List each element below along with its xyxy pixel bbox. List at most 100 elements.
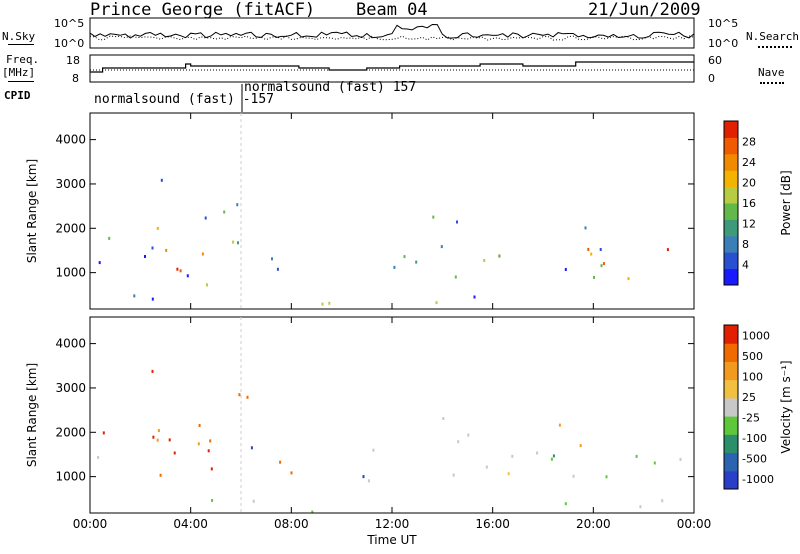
heatmap-cell bbox=[152, 435, 155, 439]
colorbar-swatch bbox=[724, 252, 738, 270]
colorbar-tick-label: -25 bbox=[742, 411, 760, 424]
axes-group: 1000 2000 3000 4000 Slant Range [km] 1000 2000… bbox=[25, 113, 711, 547]
colorbar-swatch bbox=[724, 203, 738, 220]
freq-panel bbox=[89, 54, 695, 83]
heatmap-cell bbox=[432, 215, 435, 219]
colorbar-swatch bbox=[724, 153, 738, 171]
heatmap-cell bbox=[151, 297, 154, 301]
y-tick-label: 3000 bbox=[55, 381, 86, 395]
nave-tick-bottom: 0 bbox=[708, 72, 715, 85]
heatmap-cell bbox=[639, 505, 642, 509]
colorbar-swatch bbox=[724, 379, 738, 399]
heatmap-cell bbox=[198, 424, 201, 427]
nave-line-swatch bbox=[760, 82, 784, 84]
heatmap-cell bbox=[201, 252, 204, 256]
heatmap-cell bbox=[252, 499, 255, 503]
heatmap-cell bbox=[204, 216, 207, 220]
colorbar-tick-label: 100 bbox=[742, 370, 763, 383]
heatmap-cell bbox=[362, 475, 365, 479]
freq-label-2: [MHz] bbox=[2, 66, 36, 79]
heatmap-cell bbox=[579, 444, 582, 448]
heatmap-cell bbox=[600, 264, 603, 268]
heatmap-cell bbox=[599, 248, 602, 251]
power-frame bbox=[89, 112, 695, 310]
velocity-heatmap-cells bbox=[97, 369, 682, 514]
colorbar-swatch bbox=[724, 186, 738, 204]
freq-frame bbox=[89, 54, 695, 83]
cpid-segment-1: normalsound (fast) -157 bbox=[94, 92, 275, 107]
y-tick-label: 1000 bbox=[55, 470, 86, 484]
heatmap-cell bbox=[156, 438, 159, 442]
heatmap-cell bbox=[602, 262, 605, 266]
x-tick-label: 00:00 bbox=[73, 517, 108, 531]
heatmap-cell bbox=[311, 510, 314, 514]
heatmap-cell bbox=[442, 417, 445, 420]
colorbar-tick-label: 1000 bbox=[742, 329, 770, 342]
colorbar-swatch bbox=[724, 137, 738, 155]
heatmap-cell bbox=[108, 236, 111, 240]
heatmap-cell bbox=[507, 472, 510, 476]
colorbar-frame bbox=[723, 324, 739, 490]
heatmap-cell bbox=[176, 267, 179, 271]
heatmap-cell bbox=[238, 393, 241, 397]
power-heatmap-cells bbox=[98, 178, 669, 306]
nsearch-series-line bbox=[89, 35, 695, 41]
heatmap-cell bbox=[372, 448, 375, 452]
heatmap-cell bbox=[102, 431, 105, 435]
freq-tick-top: 18 bbox=[66, 54, 80, 67]
y-tick-label: 2000 bbox=[55, 425, 86, 439]
colorbar-frame bbox=[723, 120, 739, 286]
nsearch-line-swatch bbox=[758, 46, 792, 48]
heatmap-cell bbox=[290, 471, 293, 475]
colorbar-swatch bbox=[724, 121, 738, 138]
heatmap-cell bbox=[168, 438, 171, 442]
colorbar-swatch bbox=[724, 170, 738, 188]
colorbar-tick-label: 12 bbox=[742, 218, 756, 231]
velocity-panel bbox=[89, 316, 695, 514]
heatmap-cell bbox=[151, 246, 154, 250]
heatmap-cell bbox=[635, 454, 638, 458]
cpid-label: CPID bbox=[4, 89, 31, 102]
y-tick-label: 2000 bbox=[55, 221, 86, 235]
heatmap-cell bbox=[393, 265, 396, 269]
nsearch-tick-bottom: 10^0 bbox=[708, 37, 739, 50]
heatmap-cell bbox=[440, 245, 443, 249]
colorbars-group: 4 8 12 16 20 24 28 Power [dB] 1000 500 100 25 -25 -10… bbox=[723, 120, 793, 490]
heatmap-cell bbox=[485, 465, 488, 469]
colorbar-tick-label: 16 bbox=[742, 197, 756, 210]
heatmap-cell bbox=[97, 455, 100, 459]
heatmap-cell bbox=[250, 446, 253, 450]
heatmap-cell bbox=[467, 433, 470, 437]
colorbar-swatch bbox=[724, 361, 738, 381]
heatmap-cell bbox=[236, 203, 239, 207]
colorbar-swatch bbox=[724, 397, 738, 417]
heatmap-cell bbox=[536, 451, 539, 455]
heatmap-cell bbox=[165, 248, 168, 252]
colorbar-tick-label: 500 bbox=[742, 350, 763, 363]
colorbar-tick-label: 25 bbox=[742, 391, 756, 404]
heatmap-cell bbox=[590, 252, 593, 256]
freq-tick-bottom: 8 bbox=[72, 72, 79, 85]
nsky-frame bbox=[89, 17, 695, 49]
beam-label: Beam 04 bbox=[356, 0, 428, 20]
x-tick-label: 08:00 bbox=[274, 517, 309, 531]
freq-label-1: Freq. bbox=[6, 53, 40, 66]
heatmap-cell bbox=[232, 240, 235, 244]
heatmap-cell bbox=[653, 461, 656, 465]
colorbar-tick-label: -500 bbox=[742, 452, 767, 465]
heatmap-cell bbox=[157, 429, 160, 433]
heatmap-cell bbox=[473, 295, 476, 299]
y-tick-label: 1000 bbox=[55, 266, 86, 280]
colorbar-swatch bbox=[724, 325, 738, 344]
heatmap-cell bbox=[271, 257, 273, 261]
x-tick-label: 20:00 bbox=[576, 517, 611, 531]
heatmap-cell bbox=[558, 423, 561, 427]
heatmap-cell bbox=[661, 499, 664, 503]
heatmap-cell bbox=[454, 275, 457, 279]
heatmap-cell bbox=[456, 220, 458, 224]
y-tick-label: 4000 bbox=[55, 133, 86, 147]
heatmap-cell bbox=[328, 301, 331, 305]
heatmap-cell bbox=[159, 473, 162, 477]
heatmap-cell bbox=[483, 259, 486, 262]
